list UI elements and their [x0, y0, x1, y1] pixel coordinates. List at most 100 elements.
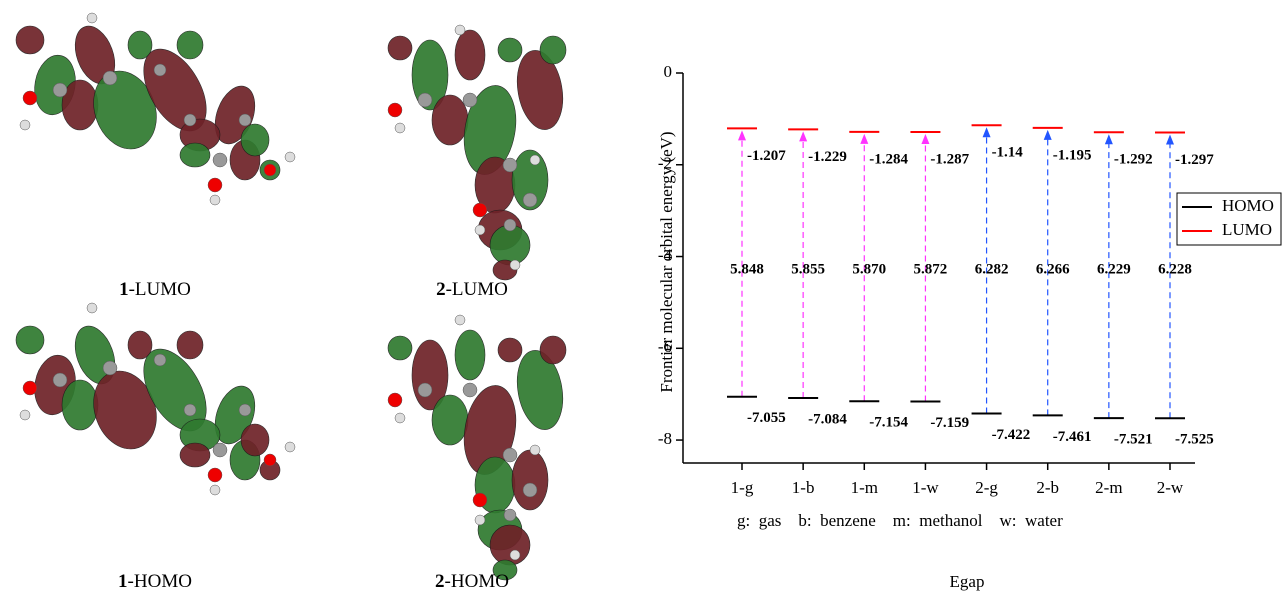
- atom: [529, 154, 541, 166]
- gap-label: 5.870: [852, 261, 886, 277]
- value-label: -7.422: [992, 427, 1031, 443]
- atom: [238, 403, 252, 417]
- caption-label: -LUMO: [129, 279, 191, 300]
- atom: [394, 122, 406, 134]
- atom: [52, 82, 68, 98]
- orbital-lobe: [127, 330, 153, 360]
- gap-label: 5.872: [914, 261, 948, 277]
- y-tick-label: -8: [658, 429, 672, 448]
- atom: [462, 92, 478, 108]
- orbital-lobe: [539, 35, 567, 65]
- orbital-lobe: [511, 149, 549, 211]
- atom: [183, 403, 197, 417]
- atom: [183, 113, 197, 127]
- gap-label: 6.282: [975, 261, 1009, 277]
- atom: [284, 151, 296, 163]
- value-label: -1.292: [1114, 152, 1153, 168]
- value-label: -7.521: [1114, 432, 1153, 448]
- value-label: -1.14: [992, 145, 1024, 161]
- atom: [509, 549, 521, 561]
- orbital-lobe: [497, 337, 523, 363]
- atom: [509, 259, 521, 271]
- gap-arrow: [1043, 129, 1052, 416]
- orbital-lobe: [516, 350, 564, 430]
- atom: [86, 12, 98, 24]
- orbital-lobe: [411, 39, 449, 111]
- orbital-lobe: [179, 442, 211, 468]
- atom: [474, 514, 486, 526]
- atom: [263, 453, 277, 467]
- orbital-lobe: [489, 524, 531, 566]
- orbital-lobe: [539, 335, 567, 365]
- legend-box: [1176, 192, 1282, 246]
- orbital-lobe: [176, 30, 204, 60]
- atom: [153, 353, 167, 367]
- atom: [263, 163, 277, 177]
- atom: [153, 63, 167, 77]
- caption: 2-LUMO: [436, 279, 508, 300]
- value-label: -1.195: [1053, 147, 1092, 163]
- arrow-head: [860, 133, 869, 144]
- atom: [474, 224, 486, 236]
- gap-arrow: [860, 133, 869, 402]
- gap-arrow: [1166, 134, 1174, 419]
- gap-label: 6.228: [1158, 261, 1192, 277]
- atom: [394, 412, 406, 424]
- atom: [212, 152, 228, 168]
- atom: [472, 202, 488, 218]
- value-label: -1.284: [869, 151, 908, 167]
- value-label: -7.154: [869, 415, 908, 431]
- orbital-lobe: [240, 123, 270, 157]
- gap-arrow: [921, 134, 930, 402]
- y-axis-label: Frontier molecular orbital energy (eV): [657, 131, 676, 392]
- caption-label: -LUMO: [446, 279, 508, 300]
- legend-label: LUMO: [1222, 220, 1272, 239]
- atom: [522, 482, 538, 498]
- atom: [19, 409, 31, 421]
- atom: [387, 392, 403, 408]
- caption-number: 1: [119, 279, 129, 300]
- orbital-lobe: [61, 379, 99, 431]
- atom: [19, 119, 31, 131]
- atom: [22, 90, 38, 106]
- orbital-lobe: [497, 37, 523, 63]
- atom: [284, 441, 296, 453]
- orbital-lobe: [454, 329, 486, 381]
- orbital-lobe: [387, 335, 413, 361]
- atom: [503, 218, 517, 232]
- gap-label: 5.855: [791, 261, 825, 277]
- value-label: -7.159: [930, 415, 969, 431]
- atom: [417, 92, 433, 108]
- arrow-head: [1104, 134, 1113, 145]
- caption: 1-HOMO: [118, 571, 192, 592]
- atom: [417, 382, 433, 398]
- x-tick-label: 1-g: [731, 478, 754, 497]
- x-axis-label: Egap: [950, 572, 985, 591]
- x-tick-label: 2-m: [1095, 478, 1122, 497]
- atom: [209, 484, 221, 496]
- atom: [502, 157, 518, 173]
- arrow-head: [1043, 129, 1052, 140]
- orbital-lobe: [492, 559, 518, 581]
- orbital-lobe: [240, 423, 270, 457]
- gap-arrow: [982, 127, 991, 414]
- atom: [472, 492, 488, 508]
- value-label: -1.207: [747, 148, 786, 164]
- orbital-lobe: [387, 35, 413, 61]
- orbital-lobe: [15, 325, 45, 355]
- atom: [22, 380, 38, 396]
- y-tick-label: 0: [664, 62, 673, 81]
- atom: [238, 113, 252, 127]
- x-tick-label: 1-w: [912, 478, 939, 497]
- x-tick-label: 2-g: [975, 478, 998, 497]
- gap-label: 6.229: [1097, 261, 1131, 277]
- caption: 2-HOMO: [435, 571, 509, 592]
- arrow-head: [799, 131, 808, 142]
- caption-number: 2: [436, 279, 446, 300]
- atom: [454, 314, 466, 326]
- arrow-head: [738, 130, 746, 141]
- caption-label: -HOMO: [128, 571, 192, 592]
- arrow-head: [1166, 134, 1174, 145]
- atom: [529, 444, 541, 456]
